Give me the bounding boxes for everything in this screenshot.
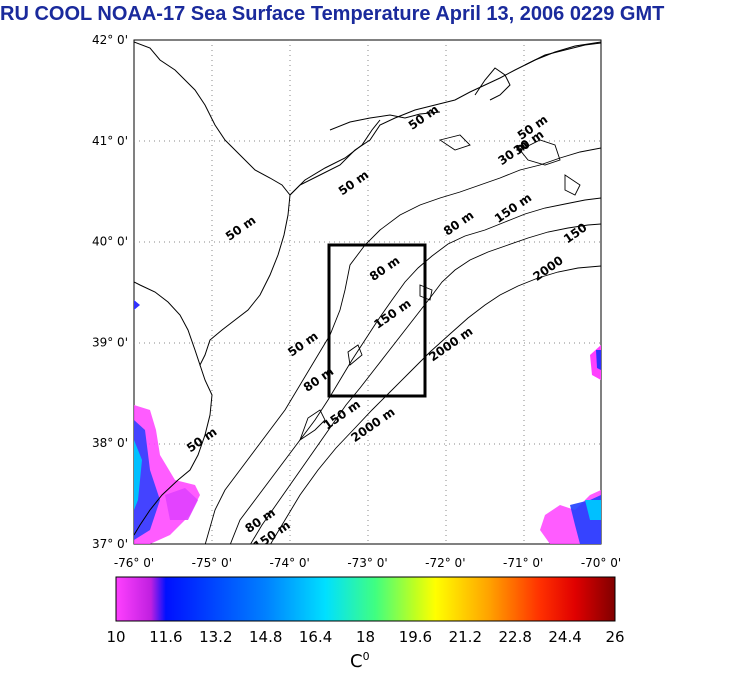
coastline (134, 41, 601, 536)
colorbar (115, 576, 616, 622)
latitude-tick-labels: 37° 0' 38° 0' 39° 0' 40° 0' 41° 0' 42° 0' (92, 33, 128, 551)
colorbar-unit-label: C0 (350, 650, 370, 672)
colorbar-tick-labels: 10 11.6 13.2 14.8 16.4 18 19.6 21.2 22.8 24.4 26 (106, 628, 624, 646)
latitude-tick-label: 41° 0' (92, 134, 128, 148)
colorbar-tick-label: 19.6 (399, 628, 432, 646)
colorbar-tick-label: 13.2 (199, 628, 232, 646)
study-area-box (327, 243, 427, 398)
colorbar-tick-label: 16.4 (299, 628, 332, 646)
colorbar-tick-label: 11.6 (149, 628, 182, 646)
colorbar-tick-label: 18 (356, 628, 375, 646)
longitude-tick-labels: -76° 0' -75° 0' -74° 0' -73° 0' -72° 0' -71° … (114, 556, 621, 570)
map-title: RU COOL NOAA-17 Sea Surface Temperature … (0, 3, 665, 25)
latitude-tick-label: 42° 0' (92, 33, 128, 47)
longitude-tick-label: -74° 0' (269, 556, 309, 570)
longitude-tick-label: -72° 0' (425, 556, 465, 570)
graticule (134, 40, 601, 544)
colorbar-tick-label: 22.8 (498, 628, 531, 646)
colorbar-tick-label: 24.4 (548, 628, 581, 646)
colorbar-tick-label: 10 (106, 628, 125, 646)
colorbar-tick-label: 21.2 (449, 628, 482, 646)
colorbar-tick-label: 14.8 (249, 628, 282, 646)
bathymetry-contours (204, 134, 601, 544)
latitude-tick-label: 37° 0' (92, 537, 128, 551)
longitude-tick-label: -70° 0' (581, 556, 621, 570)
longitude-tick-label: -75° 0' (192, 556, 232, 570)
colorbar-tick-label: 26 (605, 628, 624, 646)
longitude-tick-label: -76° 0' (114, 556, 154, 570)
longitude-tick-label: -71° 0' (503, 556, 543, 570)
latitude-tick-label: 40° 0' (92, 235, 128, 249)
latitude-tick-label: 38° 0' (92, 436, 128, 450)
longitude-tick-label: -73° 0' (347, 556, 387, 570)
latitude-tick-label: 39° 0' (92, 335, 128, 349)
